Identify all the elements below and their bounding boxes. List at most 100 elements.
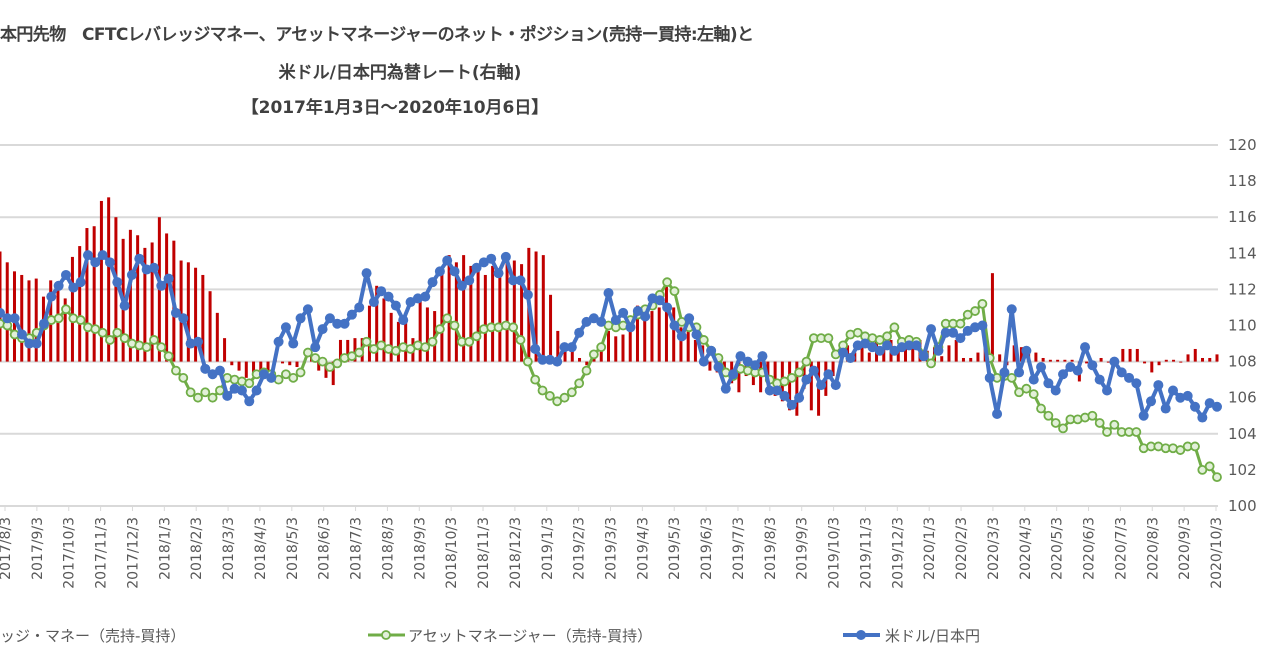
bar	[1019, 347, 1023, 362]
data-point	[97, 250, 108, 261]
bar	[1157, 361, 1161, 366]
data-point	[874, 345, 885, 356]
bar	[664, 283, 668, 362]
y-tick-label: 112	[1228, 280, 1257, 298]
x-tick-label: 2017/10/3	[62, 517, 78, 589]
x-tick-label: 2020/6/3	[1082, 517, 1098, 580]
data-point	[698, 335, 709, 345]
data-point	[310, 342, 321, 353]
data-point	[471, 331, 482, 342]
x-tick-label: 2018/5/3	[285, 517, 301, 580]
data-point	[684, 313, 695, 324]
data-point	[537, 354, 548, 365]
data-point	[281, 369, 291, 380]
x-tick-label: 2020/2/3	[954, 517, 970, 580]
data-point	[376, 340, 387, 351]
data-point	[508, 275, 519, 286]
data-point	[97, 327, 108, 338]
data-point	[434, 324, 445, 335]
data-point	[918, 351, 929, 362]
bar	[961, 357, 965, 362]
data-point	[390, 300, 401, 311]
data-point	[574, 378, 585, 389]
data-point	[669, 286, 680, 297]
bar	[353, 338, 357, 362]
data-point	[801, 374, 812, 385]
data-point	[325, 362, 335, 372]
data-point	[324, 313, 335, 324]
data-point	[1197, 464, 1208, 475]
bar	[621, 334, 625, 362]
data-point	[149, 335, 159, 345]
data-point	[574, 327, 585, 338]
data-point	[288, 338, 299, 349]
data-point	[471, 262, 482, 273]
data-point	[200, 387, 211, 398]
data-point	[90, 324, 101, 335]
bar	[1041, 357, 1045, 362]
data-point	[779, 376, 790, 387]
data-point	[368, 344, 379, 354]
bar	[1135, 348, 1139, 362]
data-point	[926, 324, 937, 335]
bar	[1143, 361, 1147, 364]
data-point	[1094, 374, 1105, 385]
data-point	[148, 262, 159, 273]
data-point	[522, 356, 533, 367]
data-point	[383, 291, 394, 302]
bar	[92, 226, 96, 362]
x-tick-label: 2019/9/3	[795, 517, 811, 580]
bar	[657, 307, 661, 362]
x-tick-label: 2017/11/3	[94, 517, 110, 589]
bar	[976, 352, 980, 362]
y-tick-label: 120	[1228, 136, 1257, 154]
data-point	[874, 335, 885, 345]
data-point	[706, 345, 717, 356]
data-point	[1043, 410, 1054, 421]
data-point	[977, 298, 988, 309]
data-point	[280, 322, 291, 333]
x-tick-label: 2019/11/3	[858, 517, 874, 589]
data-point	[654, 295, 665, 306]
x-tick-label: 2018/8/3	[380, 517, 396, 580]
data-point	[53, 313, 64, 324]
bar	[607, 330, 610, 362]
bar	[382, 298, 386, 362]
bar	[1106, 361, 1110, 363]
data-point	[420, 342, 431, 353]
data-point	[955, 318, 966, 329]
x-tick-label: 2018/11/3	[476, 517, 492, 589]
bar	[440, 267, 444, 362]
data-point	[786, 399, 797, 410]
data-point	[1072, 365, 1083, 376]
data-point	[786, 372, 797, 383]
data-point	[215, 385, 225, 396]
data-point	[603, 288, 614, 299]
data-point	[911, 340, 922, 351]
bar	[541, 255, 545, 362]
bar	[317, 361, 321, 371]
line-series-asset-manager	[0, 277, 1222, 483]
bar	[1085, 361, 1089, 364]
data-point	[112, 277, 123, 288]
data-point	[1043, 378, 1054, 389]
y-tick-label: 116	[1228, 208, 1257, 226]
data-point	[31, 338, 42, 349]
bar	[1208, 357, 1212, 362]
bar	[1099, 357, 1103, 362]
bar	[1070, 359, 1074, 362]
data-point	[295, 313, 306, 324]
bar	[788, 361, 792, 411]
x-tick-label: 2018/9/3	[412, 517, 428, 580]
data-point	[750, 360, 761, 371]
data-point	[427, 336, 438, 347]
bar	[1121, 348, 1125, 362]
data-point	[170, 307, 181, 318]
bar	[63, 298, 67, 362]
bar	[1215, 354, 1219, 362]
data-point	[530, 343, 541, 354]
data-point	[508, 322, 519, 333]
data-point	[302, 304, 313, 315]
data-point	[764, 385, 775, 396]
x-tick-label: 2019/6/3	[699, 517, 715, 580]
